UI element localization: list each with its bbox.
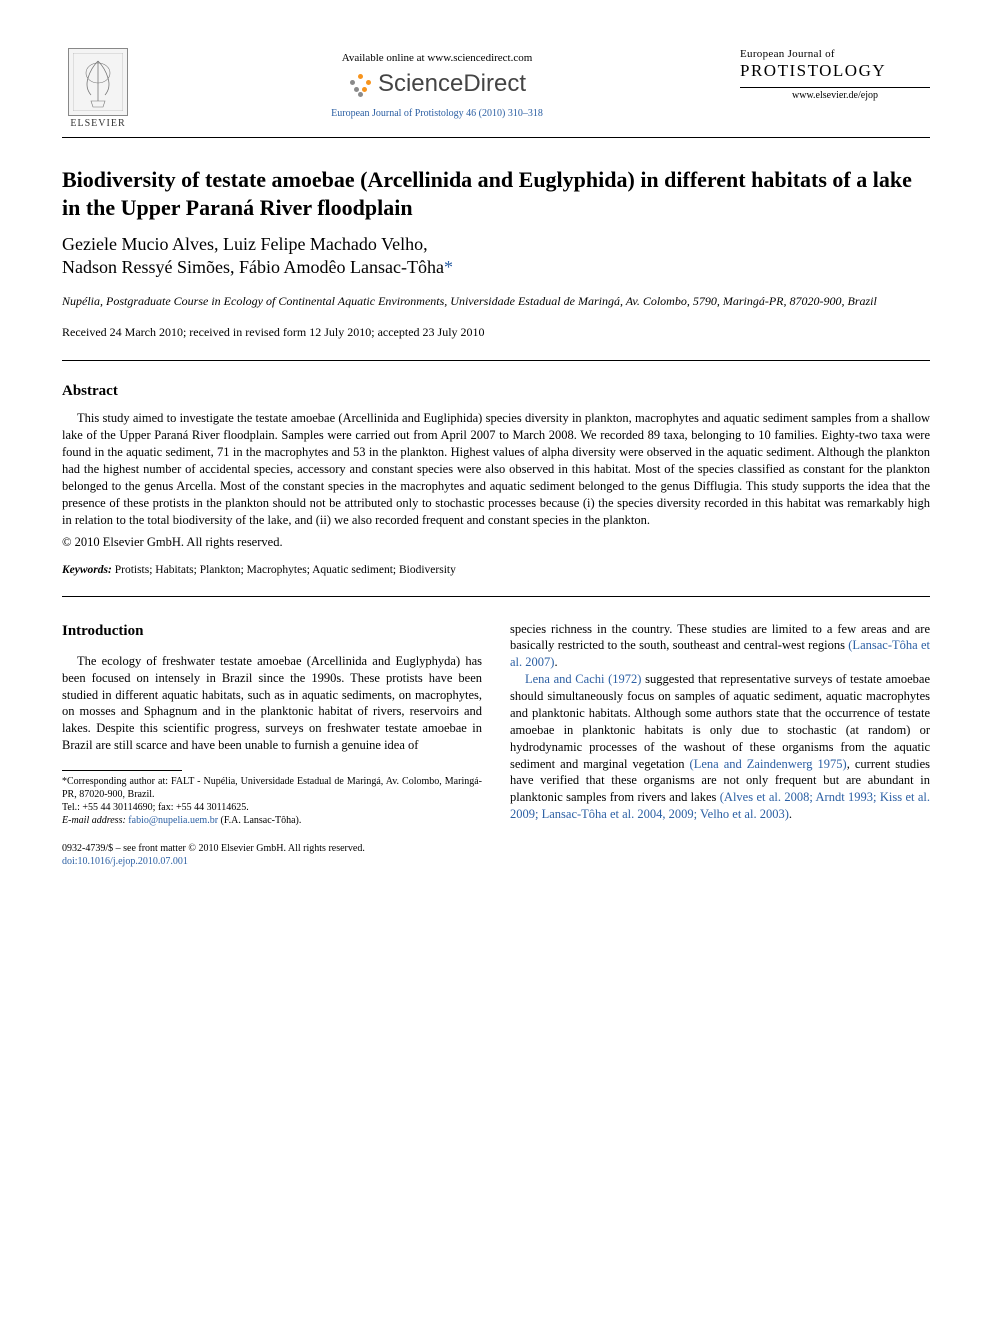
authors: Geziele Mucio Alves, Luiz Felipe Machado… [62,233,930,280]
journal-name-big: PROTISTOLOGY [740,61,930,81]
article-dates: Received 24 March 2010; received in revi… [62,325,930,340]
copyright: © 2010 Elsevier GmbH. All rights reserve… [62,535,930,550]
abstract-heading: Abstract [62,383,930,400]
intro-paragraph-2: Lena and Cachi (1972) suggested that rep… [510,671,930,823]
introduction-heading: Introduction [62,621,482,641]
corresponding-marker: * [444,257,453,277]
affiliation: Nupélia, Postgraduate Course in Ecology … [62,294,930,310]
front-matter-line: 0932-4739/$ – see front matter © 2010 El… [62,842,482,869]
two-column-body: Introduction The ecology of freshwater t… [62,621,930,869]
keywords-label: Keywords: [62,564,112,576]
intro-paragraph-1: The ecology of freshwater testate amoeba… [62,653,482,754]
sciencedirect-dots-icon [348,72,372,96]
email-address[interactable]: fabio@nupelia.uem.br [128,815,218,826]
journal-divider [740,87,930,88]
article-title: Biodiversity of testate amoebae (Arcelli… [62,166,930,221]
intro-p2-period: . [789,807,792,821]
keywords-line: Keywords: Protists; Habitats; Plankton; … [62,564,930,576]
citation-lena-cachi-1972[interactable]: Lena and Cachi (1972) [525,672,641,686]
sciencedirect-logo: ScienceDirect [134,70,740,98]
keywords-text: Protists; Habitats; Plankton; Macrophyte… [115,564,456,576]
column-left: Introduction The ecology of freshwater t… [62,621,482,869]
journal-url[interactable]: www.elsevier.de/ejop [740,90,930,101]
email-attribution: (F.A. Lansac-Tôha). [221,815,302,826]
elsevier-logo: ELSEVIER [62,48,134,129]
available-online-text: Available online at www.sciencedirect.co… [134,52,740,64]
citation-lena-zaindenwerg-1975[interactable]: (Lena and Zaindenwerg 1975) [690,757,847,771]
sciencedirect-text: ScienceDirect [378,70,526,98]
journal-reference[interactable]: European Journal of Protistology 46 (201… [134,108,740,119]
header-row: ELSEVIER Available online at www.science… [62,48,930,129]
column-right: species richness in the country. These s… [510,621,930,869]
authors-line-2: Nadson Ressyé Simões, Fábio Amodêo Lansa… [62,257,444,277]
authors-line-1: Geziele Mucio Alves, Luiz Felipe Machado… [62,234,428,254]
journal-name-small: European Journal of [740,48,930,60]
mid-rule-1 [62,360,930,361]
header-center: Available online at www.sciencedirect.co… [134,48,740,119]
email-label: E-mail address: [62,815,126,826]
elsevier-tree-icon [68,48,128,116]
elsevier-label: ELSEVIER [70,118,125,129]
front-matter-text: 0932-4739/$ – see front matter © 2010 El… [62,843,365,854]
journal-title-block: European Journal of PROTISTOLOGY www.els… [740,48,930,101]
intro-continuation: species richness in the country. These s… [510,621,930,672]
abstract-body: This study aimed to investigate the test… [62,410,930,528]
corresponding-author-footnote: *Corresponding author at: FALT - Nupélia… [62,775,482,814]
top-rule [62,137,930,138]
abstract-text: This study aimed to investigate the test… [62,411,930,526]
footnote-rule [62,770,182,771]
email-footnote: E-mail address: fabio@nupelia.uem.br (F.… [62,814,482,828]
doi-link[interactable]: doi:10.1016/j.ejop.2010.07.001 [62,856,188,867]
intro-cont-period: . [554,655,557,669]
corr-author-text: *Corresponding author at: FALT - Nupélia… [62,776,482,800]
corr-tel: Tel.: +55 44 30114690; fax: +55 44 30114… [62,802,249,813]
mid-rule-2 [62,596,930,597]
